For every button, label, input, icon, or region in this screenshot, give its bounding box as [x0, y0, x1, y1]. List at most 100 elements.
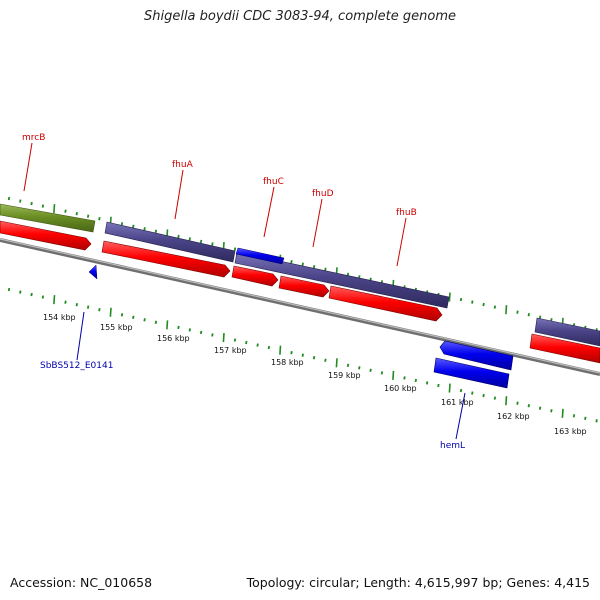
minor-tick: [358, 366, 361, 370]
minor-tick: [301, 353, 304, 357]
minor-tick: [324, 358, 327, 362]
major-tick: [53, 204, 56, 214]
minor-tick: [493, 396, 497, 400]
minor-tick: [414, 378, 417, 383]
scale-label: 157 kbp: [214, 346, 247, 355]
minor-tick: [425, 381, 429, 385]
minor-tick: [572, 414, 576, 418]
minor-tick: [527, 313, 530, 317]
minor-tick: [459, 388, 463, 393]
minor-tick: [471, 391, 474, 395]
label-leaders: [23, 142, 466, 440]
minor-tick: [188, 328, 191, 332]
reverse-cds-small: [88, 264, 98, 280]
minor-tick: [516, 310, 519, 314]
minor-tick: [211, 242, 214, 246]
map-title: Shigella boydii CDC 3083-94, complete ge…: [143, 9, 457, 24]
minor-tick: [482, 393, 485, 398]
scale-label: 158 kbp: [271, 358, 304, 367]
major-tick: [166, 320, 169, 330]
minor-tick: [132, 224, 135, 228]
scale-label: 162 kbp: [497, 412, 530, 421]
major-tick: [448, 292, 451, 302]
scale-label: 160 kbp: [384, 384, 417, 393]
minor-tick: [312, 356, 316, 360]
minor-tick: [75, 212, 78, 216]
minor-tick: [403, 376, 406, 380]
gene-label-fhuc: fhuC: [263, 177, 284, 187]
minor-tick: [595, 419, 598, 423]
gene-label-mrcb: mrcB: [22, 133, 45, 143]
minor-tick: [30, 201, 33, 206]
minor-tick: [245, 340, 248, 345]
minor-tick: [233, 338, 237, 342]
scale-label: 161 kbp: [441, 398, 474, 407]
minor-tick: [64, 209, 67, 213]
reverse-cds-fhuc: [235, 247, 285, 265]
major-tick: [335, 358, 338, 368]
gene-label-heml: hemL: [440, 441, 465, 451]
minor-tick: [120, 313, 124, 317]
minor-tick: [86, 305, 90, 309]
reverse-cds: [439, 340, 514, 371]
scale-label: 159 kbp: [328, 371, 361, 380]
reverse-cds-heml: [433, 357, 510, 389]
forward-cds: [0, 220, 92, 251]
minor-tick: [550, 409, 553, 413]
gene-label-fhub: fhuB: [396, 208, 417, 218]
minor-tick: [527, 404, 530, 408]
minor-tick: [459, 297, 463, 302]
minor-tick: [7, 287, 11, 292]
major-tick: [222, 332, 225, 343]
minor-tick: [290, 350, 293, 355]
minor-tick: [143, 227, 146, 231]
minor-tick: [188, 237, 191, 241]
minor-tick: [64, 300, 67, 304]
backbone-line: [0, 238, 600, 376]
purple-feature: [234, 251, 450, 309]
scale-label: 156 kbp: [157, 334, 190, 343]
minor-tick: [86, 214, 90, 218]
forward-cds: [101, 240, 231, 278]
major-tick: [109, 307, 112, 317]
genome-summary-text: Topology: circular; Length: 4,615,997 bp…: [246, 575, 590, 590]
minor-tick: [177, 325, 180, 330]
scale-label: 154 kbp: [43, 313, 76, 322]
minor-tick: [30, 292, 33, 297]
major-tick: [392, 370, 395, 380]
minor-tick: [154, 320, 158, 325]
major-tick: [561, 408, 564, 418]
minor-tick: [482, 302, 485, 307]
minor-tick: [256, 343, 259, 347]
minor-tick: [324, 267, 327, 271]
minor-tick: [267, 345, 271, 350]
major-tick: [448, 383, 451, 393]
gene-label-fhua: fhuA: [172, 160, 194, 170]
minor-tick: [437, 383, 440, 388]
minor-tick: [143, 318, 146, 322]
purple-feature: [534, 317, 600, 347]
major-tick: [53, 295, 56, 305]
major-tick: [505, 305, 508, 315]
outer-tick-ring: [7, 196, 598, 332]
minor-tick: [19, 199, 22, 203]
forward-cds: [529, 333, 600, 364]
major-tick: [279, 345, 282, 355]
minor-tick: [584, 416, 587, 421]
scale-label: 155 kbp: [100, 323, 133, 332]
minor-tick: [41, 295, 45, 299]
minor-tick: [41, 204, 45, 208]
minor-tick: [290, 259, 293, 264]
minor-tick: [471, 300, 474, 304]
minor-tick: [380, 371, 384, 375]
major-tick: [505, 396, 508, 406]
minor-tick: [132, 315, 135, 319]
forward-cds: [231, 265, 279, 287]
inner-tick-ring: [7, 287, 598, 423]
accession-text: Accession: NC_010658: [10, 575, 153, 590]
minor-tick: [516, 401, 519, 405]
minor-tick: [120, 222, 124, 226]
minor-tick: [7, 196, 11, 201]
minor-tick: [19, 290, 22, 294]
